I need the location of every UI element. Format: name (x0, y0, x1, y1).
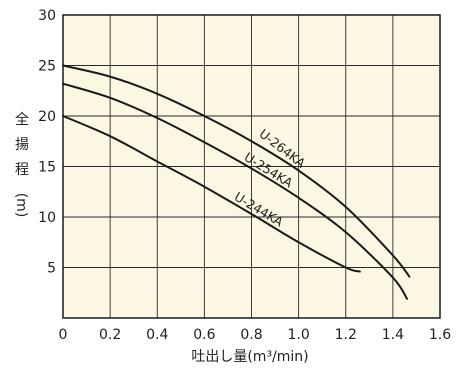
y-axis-label-char: 全 (15, 111, 29, 128)
y-axis-label-unit: (m) (13, 193, 29, 218)
y-axis-label: 全 揚 程 (m) (13, 111, 29, 217)
x-tick-label: 1.2 (335, 327, 357, 343)
y-tick-label: 30 (38, 8, 56, 24)
series-lines (62, 64, 411, 300)
x-tick-label: 0.4 (146, 327, 168, 343)
x-tick-label: 1.4 (382, 327, 404, 343)
x-tick-label: 0.8 (240, 327, 262, 343)
x-tick-label: 0.6 (193, 327, 215, 343)
x-axis-label: 吐出し量(m³/min) (191, 349, 308, 365)
series-line (62, 115, 361, 273)
series-line (62, 64, 411, 278)
y-tick-label: 5 (47, 261, 56, 277)
y-tick-labels: 5 10 15 20 25 30 (38, 8, 56, 277)
series-line (62, 82, 409, 300)
y-axis-label-char: 揚 (15, 136, 29, 153)
x-tick-label: 0.2 (99, 327, 121, 343)
y-tick-label: 25 (38, 59, 56, 75)
y-axis-label-char: 程 (15, 162, 29, 178)
x-tick-label: 1.6 (429, 327, 451, 343)
plot-frame (62, 14, 441, 319)
x-tick-label: 0 (59, 327, 68, 343)
y-tick-label: 10 (38, 210, 56, 226)
y-tick-label: 15 (38, 160, 56, 176)
x-tick-label: 1.0 (287, 327, 309, 343)
y-tick-label: 20 (38, 109, 56, 125)
x-tick-labels: 0 0.2 0.4 0.6 0.8 1.0 1.2 1.4 1.6 (59, 327, 452, 343)
